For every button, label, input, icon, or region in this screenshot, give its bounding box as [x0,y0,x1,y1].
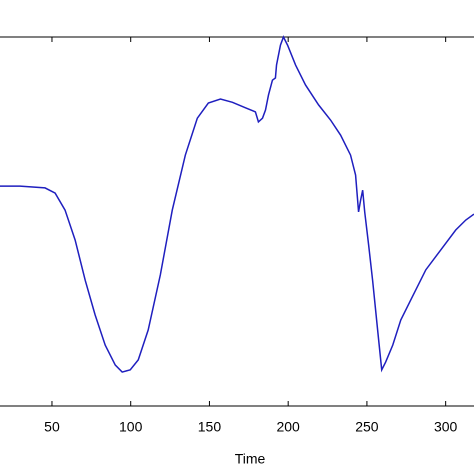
data-line [0,35,474,373]
x-tick-label: 200 [276,419,300,435]
x-tick-label: 100 [119,419,143,435]
x-tick-label: 300 [434,419,458,435]
x-axis-label: Time [235,451,266,467]
x-tick-label: 150 [198,419,222,435]
x-tick-label: 50 [44,419,60,435]
x-tick-label: 250 [355,419,379,435]
